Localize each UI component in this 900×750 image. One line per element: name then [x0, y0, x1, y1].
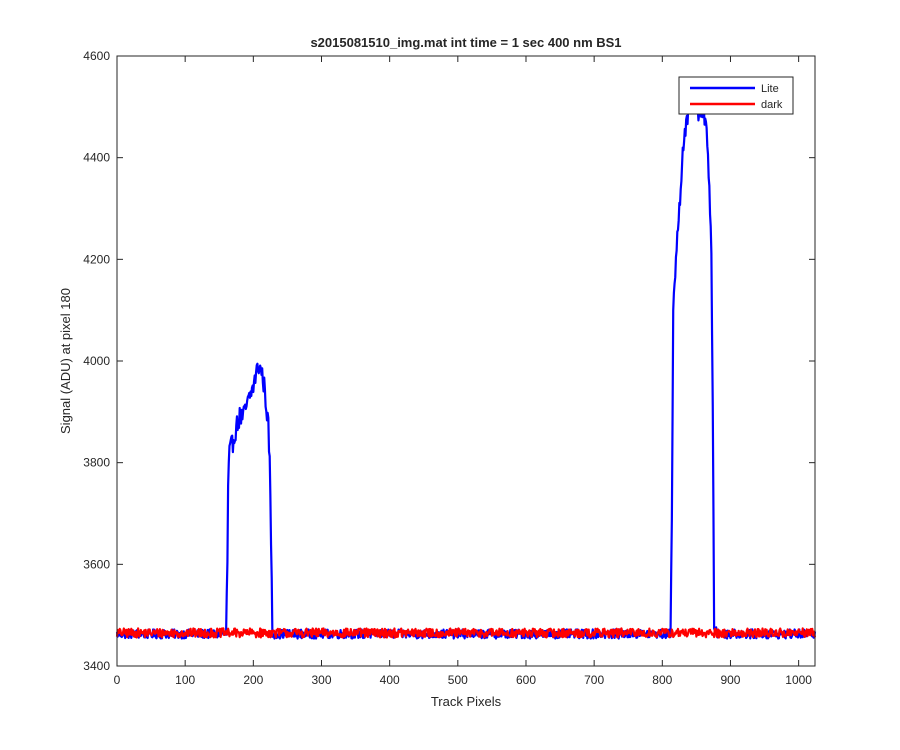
x-tick-label: 400: [380, 673, 400, 687]
legend-label-lite: Lite: [761, 83, 779, 95]
x-tick-label: 500: [448, 673, 468, 687]
x-axis-label: Track Pixels: [431, 694, 502, 709]
series-line-dark: [115, 627, 817, 639]
series-layer: [115, 91, 817, 640]
y-tick-label: 4600: [83, 49, 110, 63]
y-tick-label: 3800: [83, 456, 110, 470]
x-tick-label: 600: [516, 673, 536, 687]
x-ticks: 0 100 200 300 400 500 600 700 800 900 1000: [114, 56, 812, 687]
y-tick-label: 3600: [83, 557, 110, 571]
x-tick-label: 0: [114, 673, 121, 687]
legend: Lite dark: [678, 76, 794, 115]
plot-area: [117, 56, 815, 666]
y-tick-label: 4400: [83, 151, 110, 165]
x-tick-label: 1000: [785, 673, 812, 687]
y-tick-label: 3400: [83, 659, 110, 673]
y-tick-label: 4200: [83, 252, 110, 266]
x-tick-label: 800: [652, 673, 672, 687]
y-tick-label: 4000: [83, 354, 110, 368]
x-tick-label: 100: [175, 673, 195, 687]
x-tick-label: 200: [243, 673, 263, 687]
chart-title: s2015081510_img.mat int time = 1 sec 400…: [310, 35, 621, 50]
y-axis-label: Signal (ADU) at pixel 180: [58, 288, 73, 434]
x-tick-label: 700: [584, 673, 604, 687]
legend-label-dark: dark: [761, 99, 783, 111]
x-tick-label: 900: [720, 673, 740, 687]
legend-box: [678, 76, 794, 115]
x-tick-label: 300: [311, 673, 331, 687]
y-ticks: 3400 3600 3800 4000 4200 4400 4600: [83, 49, 815, 673]
